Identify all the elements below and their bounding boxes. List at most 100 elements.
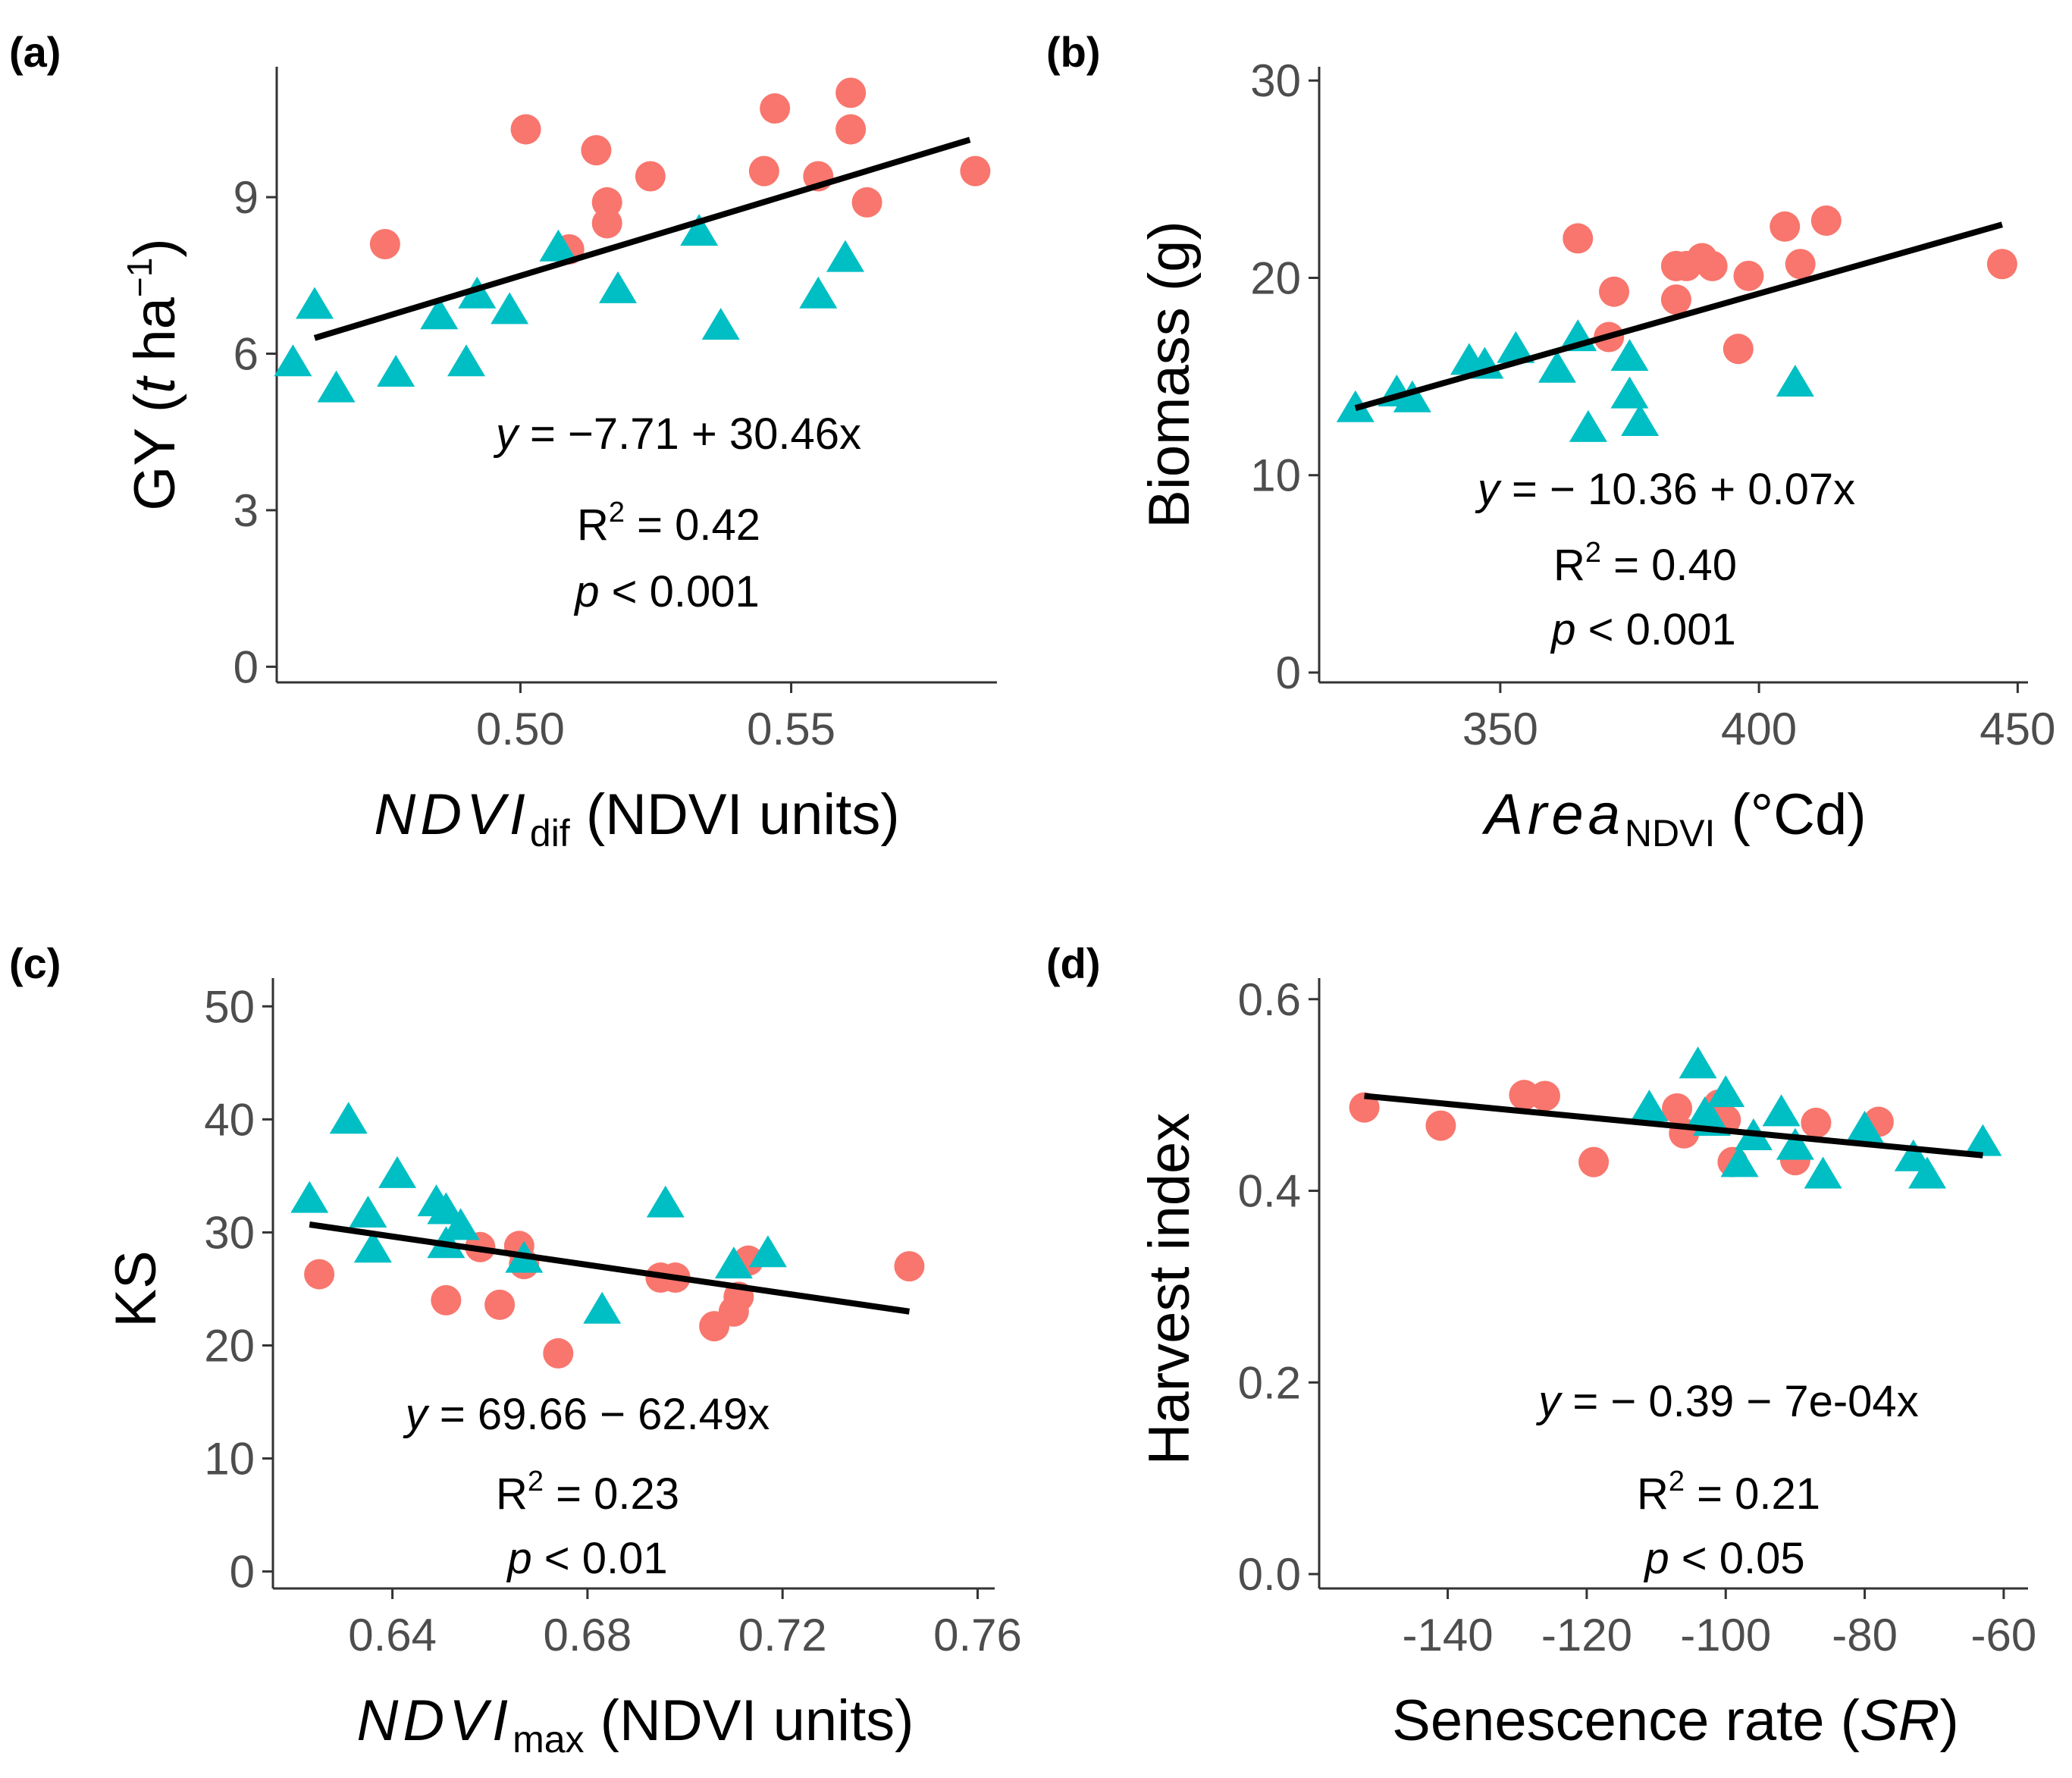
data-point-group2 xyxy=(458,276,497,309)
r2-label: R xyxy=(577,500,609,550)
p-value-text: < 0.001 xyxy=(600,567,760,616)
x-tick-label: 0.50 xyxy=(476,704,565,754)
y-title-text: KS xyxy=(104,1250,168,1327)
data-point-group2 xyxy=(701,308,740,340)
panel-2: (b) 0 10 20 30 350 400 450 y = − 10.36 + 0.07x R2… xyxy=(1046,28,2055,855)
data-point-group2 xyxy=(377,354,415,387)
data-point-group2 xyxy=(1762,1094,1801,1127)
x-tick-label: 0.64 xyxy=(348,1610,437,1660)
y-title-text: Biomass (g) xyxy=(1137,221,1202,528)
data-point-group2 xyxy=(317,370,356,403)
data-point-group2 xyxy=(1569,409,1607,442)
r2-value: = 0.42 xyxy=(625,500,760,550)
x-tick-label: 400 xyxy=(1721,704,1797,754)
p-label: p xyxy=(573,567,599,616)
x-tick-label: -120 xyxy=(1541,1610,1632,1660)
panel-3: (c) 0 10 20 30 40 50 0.64 0.68 0.72 0.76 y = 69.66 … xyxy=(9,939,1022,1761)
p-label: p xyxy=(1643,1534,1669,1583)
r2-superscript: 2 xyxy=(1585,537,1601,569)
data-point-group1 xyxy=(1349,1092,1380,1123)
x-tick-label: -100 xyxy=(1680,1610,1771,1660)
data-point-group2 xyxy=(441,1208,480,1240)
data-point-group1 xyxy=(369,228,400,259)
equation-body: = −7.71 + 30.46x xyxy=(518,409,861,459)
panel-label: (c) xyxy=(9,939,61,987)
data-point-group1 xyxy=(1986,249,2017,280)
r-squared: R2 = 0.42 xyxy=(577,497,760,550)
regression-equation: y = −7.71 + 30.46x xyxy=(493,409,861,459)
r2-value: = 0.40 xyxy=(1601,541,1737,590)
data-point-group2 xyxy=(1720,1145,1759,1177)
data-point-group2 xyxy=(427,1192,465,1225)
r2-value: = 0.23 xyxy=(544,1469,679,1519)
data-point-group1 xyxy=(591,208,622,239)
data-point-group1 xyxy=(960,155,991,187)
data-point-group2 xyxy=(539,229,578,262)
p-label: p xyxy=(506,1534,531,1583)
regression-equation: y = − 10.36 + 0.07x xyxy=(1475,465,1855,514)
r2-superscript: 2 xyxy=(528,1466,544,1497)
equation-y: y xyxy=(493,409,520,459)
r2-value: = 0.21 xyxy=(1685,1469,1820,1519)
x-title-italic: NDVI xyxy=(374,782,530,847)
data-point-group1 xyxy=(1529,1080,1560,1112)
data-point-group1 xyxy=(835,77,867,108)
y-tick-label: 0 xyxy=(234,641,259,692)
data-point-group2 xyxy=(296,287,334,319)
regression-equation: y = 69.66 − 62.49x xyxy=(403,1390,770,1439)
data-point-group1 xyxy=(1785,249,1816,280)
data-point-group1 xyxy=(760,93,791,124)
data-point-group1 xyxy=(543,1337,574,1369)
data-point-group2 xyxy=(714,1246,753,1279)
x-axis-title: AreaNDVI (°Cd) xyxy=(1481,782,1866,855)
data-point-group2 xyxy=(1393,380,1431,412)
regression-line xyxy=(1354,221,2003,412)
r2-label: R xyxy=(496,1469,528,1519)
x-title-italic: Area xyxy=(1481,782,1625,847)
data-point-group1 xyxy=(635,161,666,192)
p-value-text: < 0.01 xyxy=(532,1534,668,1583)
r-squared: R2 = 0.40 xyxy=(1553,537,1737,590)
x-tick-label: -140 xyxy=(1403,1610,1494,1660)
y-tick-label: 20 xyxy=(1250,252,1301,303)
y-axis-title: Harvest index xyxy=(1137,1113,1202,1466)
regression-line xyxy=(1364,1093,1983,1159)
y-title-unit: ha xyxy=(123,296,187,377)
data-point-group1 xyxy=(1810,205,1842,236)
p-value: p < 0.05 xyxy=(1643,1534,1804,1583)
x-title-rest: (°Cd) xyxy=(1715,782,1866,847)
data-point-group1 xyxy=(1599,276,1630,307)
p-value: p < 0.01 xyxy=(506,1534,667,1583)
data-point-group2 xyxy=(378,1156,417,1188)
r-squared: R2 = 0.21 xyxy=(1637,1466,1820,1519)
x-tick-label: -80 xyxy=(1832,1610,1898,1660)
y-tick-label: 0 xyxy=(1276,648,1301,698)
y-tick-label: 0.6 xyxy=(1238,974,1301,1025)
x-title-rest: (NDVI units) xyxy=(570,782,900,847)
r2-label: R xyxy=(1553,541,1585,590)
y-title-pre: GY ( xyxy=(123,394,187,511)
data-point-group1 xyxy=(1662,1093,1693,1124)
panel-label: (d) xyxy=(1046,939,1101,987)
p-label: p xyxy=(1550,605,1575,654)
data-point-group2 xyxy=(420,297,459,330)
data-point-group2 xyxy=(1610,339,1649,372)
data-point-group2 xyxy=(1908,1156,1947,1189)
data-point-group2 xyxy=(826,240,864,272)
data-point-group1 xyxy=(591,187,622,218)
data-point-group1 xyxy=(1770,211,1801,242)
y-title-text: Harvest index xyxy=(1137,1113,1202,1466)
x-tick-label: -60 xyxy=(1971,1610,2037,1660)
p-value-text: < 0.05 xyxy=(1669,1534,1805,1583)
data-point-group2 xyxy=(646,1185,685,1218)
regression-equation: y = − 0.39 − 7e-04x xyxy=(1535,1377,1918,1426)
data-point-group1 xyxy=(1578,1146,1610,1177)
y-tick-label: 30 xyxy=(204,1207,255,1258)
equation-y: y xyxy=(403,1390,430,1439)
regression-line xyxy=(309,1221,911,1315)
p-value: p < 0.001 xyxy=(1550,605,1736,654)
r2-label: R xyxy=(1637,1469,1669,1519)
data-point-group2 xyxy=(1707,1075,1745,1108)
x-tick-label: 0.55 xyxy=(747,704,835,754)
panel-label: (b) xyxy=(1046,28,1101,76)
